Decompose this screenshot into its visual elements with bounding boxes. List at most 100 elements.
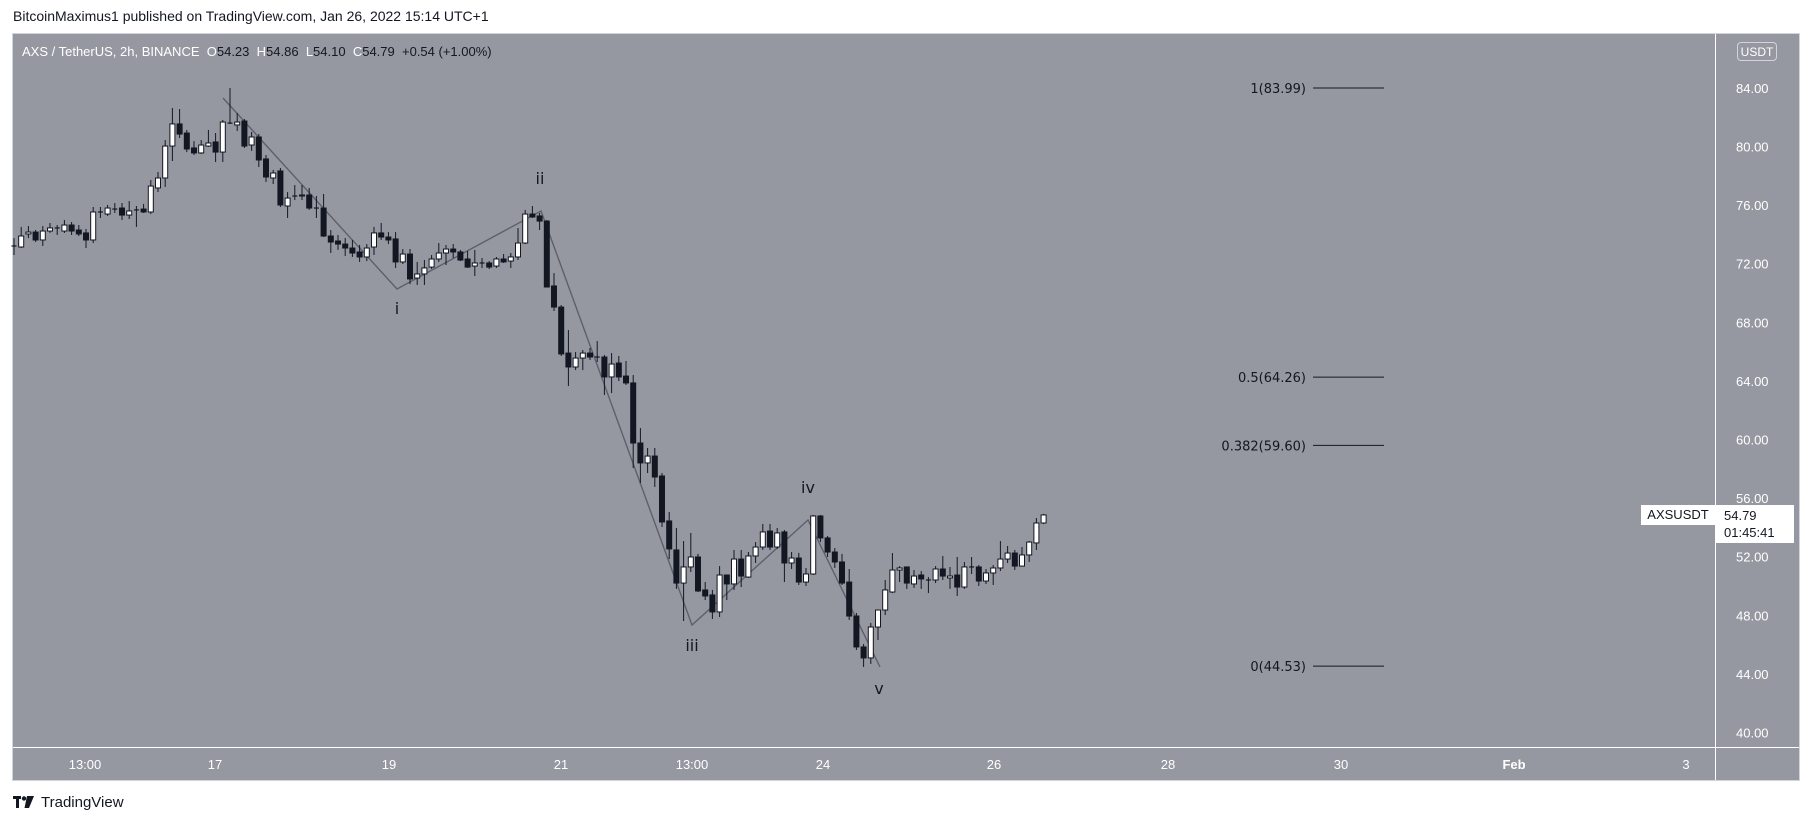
candle — [342, 238, 349, 256]
tradingview-logo-icon — [13, 795, 35, 811]
candle — [651, 447, 658, 487]
time-axis[interactable]: 13:00 17 19 21 13:00 24 26 28 30 Feb 3 — [69, 757, 1690, 772]
candle — [954, 556, 961, 596]
candle — [587, 347, 593, 360]
fib-level-label: 0(44.53) — [1250, 660, 1306, 675]
candle — [464, 250, 471, 268]
tradingview-brand: TradingView — [41, 794, 124, 811]
symbol-legend[interactable]: AXS / TetherUS, 2h, BINANCE O54.23 H54.8… — [22, 44, 492, 59]
candle — [788, 552, 795, 570]
price-tick-label: 76.00 — [1736, 198, 1769, 213]
candle — [687, 532, 694, 572]
candle — [824, 536, 831, 557]
price-tick-label: 84.00 — [1736, 81, 1769, 96]
candle — [198, 140, 205, 154]
candle — [486, 261, 493, 269]
candle — [911, 570, 917, 589]
candle — [839, 553, 845, 585]
time-tick-label: 19 — [382, 757, 396, 772]
candle — [932, 566, 939, 584]
candle — [399, 249, 406, 264]
candle — [363, 244, 370, 262]
candle — [414, 261, 421, 285]
candle — [644, 447, 651, 474]
candle — [270, 169, 277, 185]
candle — [752, 542, 759, 563]
candle — [781, 530, 788, 583]
price-axis[interactable]: 84.00 80.00 76.00 72.00 68.00 64.00 60.00 56.00… — [1736, 81, 1769, 741]
candle — [457, 249, 464, 262]
candle — [507, 253, 514, 268]
elliott-wave-line[interactable] — [222, 97, 881, 668]
candle — [299, 185, 305, 200]
wave-label-v: v — [874, 679, 883, 698]
candle — [529, 205, 536, 218]
candle — [853, 612, 860, 651]
publish-header: BitcoinMaximus1 published on TradingView… — [13, 8, 489, 24]
candle — [112, 203, 118, 214]
candle — [767, 524, 773, 550]
fib-level-label: 1(83.99) — [1250, 82, 1306, 97]
candle — [969, 556, 975, 574]
candle — [860, 644, 867, 668]
time-tick-label: 3 — [1682, 757, 1689, 772]
price-tick-label: 44.00 — [1736, 667, 1769, 682]
candle — [248, 131, 255, 151]
candle — [709, 589, 716, 619]
candle — [313, 196, 319, 218]
time-tick-label: Feb — [1502, 757, 1525, 772]
candle — [1004, 546, 1011, 563]
tradingview-logo[interactable]: TradingView — [13, 794, 124, 811]
candle — [723, 574, 730, 601]
candle — [1033, 518, 1040, 550]
candle — [450, 244, 457, 258]
candle — [810, 514, 817, 576]
candle — [392, 232, 399, 268]
price-tick-label: 64.00 — [1736, 374, 1769, 389]
fibonacci-retracement[interactable]: 1(83.99) 0.5(64.26) 0.382(59.60) 0(44.53) — [1221, 82, 1384, 675]
chart-area[interactable] — [12, 33, 1800, 781]
candle — [515, 227, 521, 261]
candle — [896, 566, 903, 583]
legend-close-value: 54.79 — [362, 44, 395, 59]
candle — [140, 203, 147, 214]
time-tick-label: 13:00 — [69, 757, 102, 772]
currency-badge[interactable]: USDT — [1737, 42, 1777, 61]
last-price-tag: 54.79 01:45:41 — [1716, 505, 1794, 543]
candle — [572, 352, 579, 371]
legend-low-value: 54.10 — [313, 44, 346, 59]
candle — [659, 473, 665, 527]
candle — [875, 609, 881, 641]
last-price-value: 54.79 — [1724, 508, 1757, 523]
candle — [155, 171, 161, 193]
candle — [882, 579, 889, 616]
candle — [327, 230, 334, 254]
candle — [104, 204, 111, 216]
candle — [493, 256, 500, 268]
candle — [637, 428, 644, 484]
candle — [608, 353, 615, 394]
price-tick-label: 48.00 — [1736, 608, 1769, 623]
candle — [263, 154, 269, 182]
candle — [983, 569, 989, 584]
time-tick-label: 17 — [208, 757, 222, 772]
candle — [1011, 549, 1018, 571]
candle — [292, 185, 298, 200]
candle — [831, 548, 838, 568]
candle — [889, 553, 896, 594]
candle — [565, 330, 572, 387]
time-tick-label: 21 — [554, 757, 568, 772]
candle — [428, 255, 435, 269]
candle — [803, 567, 809, 586]
candle — [1019, 547, 1025, 567]
candle — [219, 119, 226, 163]
candle — [615, 355, 622, 382]
legend-open-label: O — [206, 44, 217, 59]
price-tick-label: 56.00 — [1736, 491, 1769, 506]
candle — [579, 349, 586, 371]
candle — [471, 249, 478, 277]
candle — [673, 527, 680, 589]
candle — [378, 222, 385, 240]
